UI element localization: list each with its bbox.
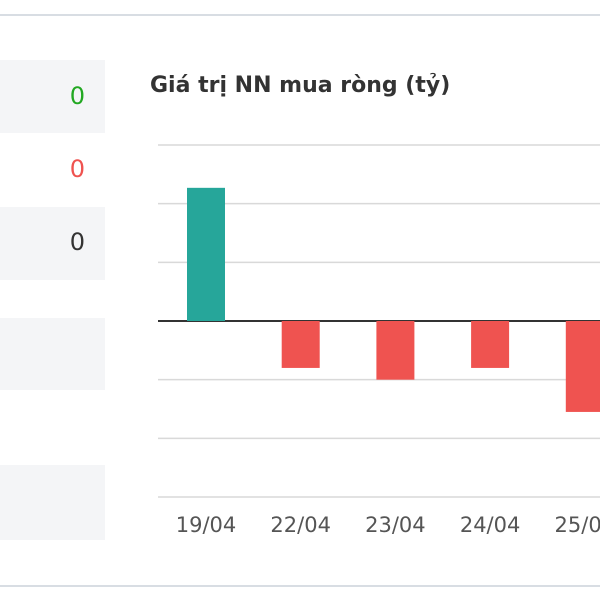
chart-title: Giá trị NN mua ròng (tỷ) xyxy=(150,73,450,98)
x-tick-label: 22/04 xyxy=(270,513,331,537)
x-tick-label: 19/04 xyxy=(176,513,237,537)
row-bg xyxy=(0,60,105,133)
x-tick-label: 23/04 xyxy=(365,513,426,537)
bar xyxy=(281,321,320,368)
x-tick-label: 24/04 xyxy=(460,513,521,537)
bar xyxy=(471,321,510,368)
bar xyxy=(376,321,415,380)
bar xyxy=(187,187,225,321)
stat-value: 0 xyxy=(70,155,85,183)
stat-value: 0 xyxy=(70,82,85,110)
stat-value: 0 xyxy=(70,228,85,256)
x-tick-label: 25/04 xyxy=(555,513,600,537)
row-bg xyxy=(0,207,105,280)
row-bg xyxy=(0,318,105,390)
bar xyxy=(565,321,600,412)
row-bg xyxy=(0,465,105,540)
